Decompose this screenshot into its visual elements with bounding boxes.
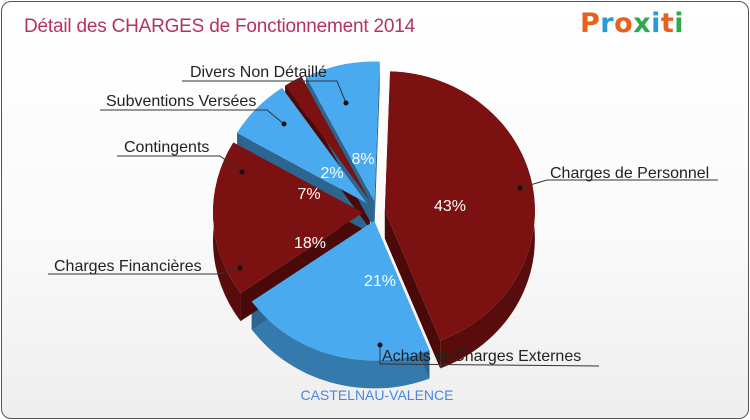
pct-label-achats-et-charges-externes: 21% bbox=[364, 273, 396, 290]
logo-letter: r bbox=[600, 8, 615, 39]
callout-dot-subventions-vers-es bbox=[281, 121, 287, 127]
pct-label-charges-financi-res: 18% bbox=[294, 235, 326, 252]
pct-label-subventions-vers-es: 2% bbox=[320, 165, 343, 182]
pct-label-charges-de-personnel: 43% bbox=[434, 198, 466, 215]
callout-dot-achats-et-charges-externes bbox=[377, 342, 383, 348]
callout-line-divers-non-d-taill bbox=[182, 80, 347, 104]
pct-label-divers-non-d-taill: 8% bbox=[351, 151, 374, 168]
category-label-charges-de-personnel: Charges de Personnel bbox=[550, 165, 709, 182]
logo-letter: t bbox=[660, 8, 675, 39]
callout-dot-divers-non-d-taill bbox=[343, 100, 349, 106]
category-label-charges-financi-res: Charges Financières bbox=[54, 258, 202, 275]
proxiti-logo: Proxiti bbox=[580, 8, 684, 39]
slice-wall-charges-de-personnel bbox=[384, 210, 441, 369]
chart-title: Détail des CHARGES de Fonctionnement 201… bbox=[24, 16, 416, 37]
category-label-contingents: Contingents bbox=[124, 139, 209, 156]
slice-charges-financi-res[interactable] bbox=[213, 142, 364, 294]
pie-top-group bbox=[213, 61, 535, 361]
logo-letter: x bbox=[633, 8, 652, 39]
chart-subtitle: CASTELNAU-VALENCE bbox=[300, 387, 454, 403]
callout-line-contingents bbox=[117, 155, 243, 173]
slice-achats-et-charges-externes[interactable] bbox=[251, 220, 430, 361]
logo-letter: i bbox=[674, 8, 685, 39]
slice-contingents[interactable] bbox=[237, 87, 367, 204]
callout-dot-contingents bbox=[239, 169, 245, 175]
slice-wall-divers-non-d-taill bbox=[374, 61, 380, 230]
category-label-achats-et-charges-externes: Achats et Charges Externes bbox=[382, 348, 581, 365]
callout-line-charges-de-personnel bbox=[519, 179, 718, 189]
callout-line-achats-et-charges-externes bbox=[379, 345, 600, 367]
callout-line-charges-financi-res bbox=[48, 267, 241, 275]
callout-dot-charges-de-personnel bbox=[517, 185, 523, 191]
category-label-divers-non-d-taill: Divers Non Détaillé bbox=[190, 64, 327, 81]
callout-line-subventions-vers-es bbox=[100, 109, 285, 125]
category-label-subventions-vers-es: Subventions Versées bbox=[106, 93, 256, 110]
callout-dot-charges-financi-res bbox=[237, 265, 243, 271]
slice-subventions-vers-es[interactable] bbox=[285, 76, 370, 201]
logo-letter: i bbox=[651, 8, 661, 39]
logo-letter: P bbox=[580, 8, 601, 39]
logo-letter: o bbox=[614, 8, 634, 39]
slice-side-achats-et-charges-externes bbox=[251, 301, 430, 389]
slice-divers-non-d-taill[interactable] bbox=[306, 61, 380, 202]
slice-charges-de-personnel[interactable] bbox=[384, 71, 535, 341]
pct-label-contingents: 7% bbox=[297, 186, 320, 203]
